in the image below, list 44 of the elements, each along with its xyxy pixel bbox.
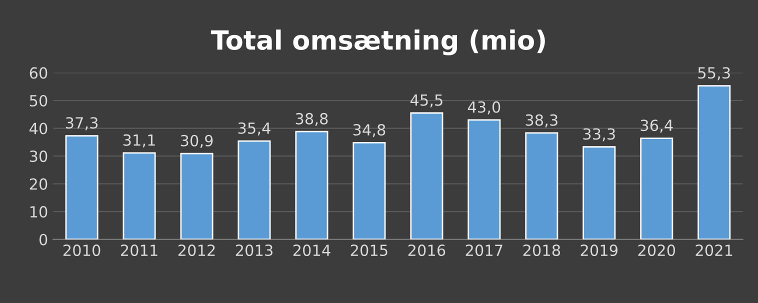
x-tick-label: 2018 (523, 244, 560, 256)
x-tick-label: 2015 (350, 244, 388, 256)
y-tick-label: 0 (39, 234, 48, 246)
x-tick-label: 2012 (178, 244, 215, 256)
data-label: 55,3 (698, 67, 730, 80)
y-tick-label: 10 (30, 206, 48, 218)
bar (180, 152, 214, 240)
y-tick-label: 60 (30, 67, 48, 79)
x-tick-label: 2019 (580, 244, 618, 256)
bar (295, 130, 328, 240)
x-tick-label: 2010 (63, 244, 100, 256)
bar (352, 142, 386, 240)
data-label: 33,3 (583, 128, 615, 142)
bar (468, 119, 501, 240)
y-tick-label: 50 (30, 94, 48, 107)
x-tick-label: 2011 (120, 244, 158, 256)
data-label: 38,8 (296, 112, 328, 126)
x-tick-label: 2017 (466, 244, 502, 256)
bar (122, 152, 156, 240)
data-label: 31,1 (123, 134, 155, 148)
bar (65, 135, 98, 240)
data-label: 34,8 (353, 124, 386, 138)
x-tick-label: 2014 (293, 244, 330, 256)
bar (525, 132, 558, 240)
data-label: 43,0 (468, 101, 500, 114)
x-tick-label: 2020 (638, 244, 676, 256)
data-label: 45,5 (410, 94, 442, 108)
data-label: 36,4 (640, 120, 673, 133)
bar (410, 112, 444, 240)
x-tick-label: 2013 (236, 244, 272, 256)
data-label: 37,3 (66, 117, 98, 130)
chart-title: Total omsætning (mio) (210, 30, 545, 56)
y-tick-label: 20 (30, 178, 48, 190)
bar (698, 85, 731, 240)
y-tick-label: 30 (30, 150, 48, 162)
bar (582, 146, 616, 240)
data-label: 30,9 (180, 134, 213, 148)
data-label: 38,3 (526, 114, 558, 128)
bar (640, 138, 674, 240)
x-tick-label: 2021 (696, 244, 732, 256)
x-tick-label: 2016 (408, 244, 446, 256)
data-label: 35,4 (238, 122, 270, 136)
y-tick-label: 40 (30, 122, 48, 134)
bar (238, 140, 271, 240)
